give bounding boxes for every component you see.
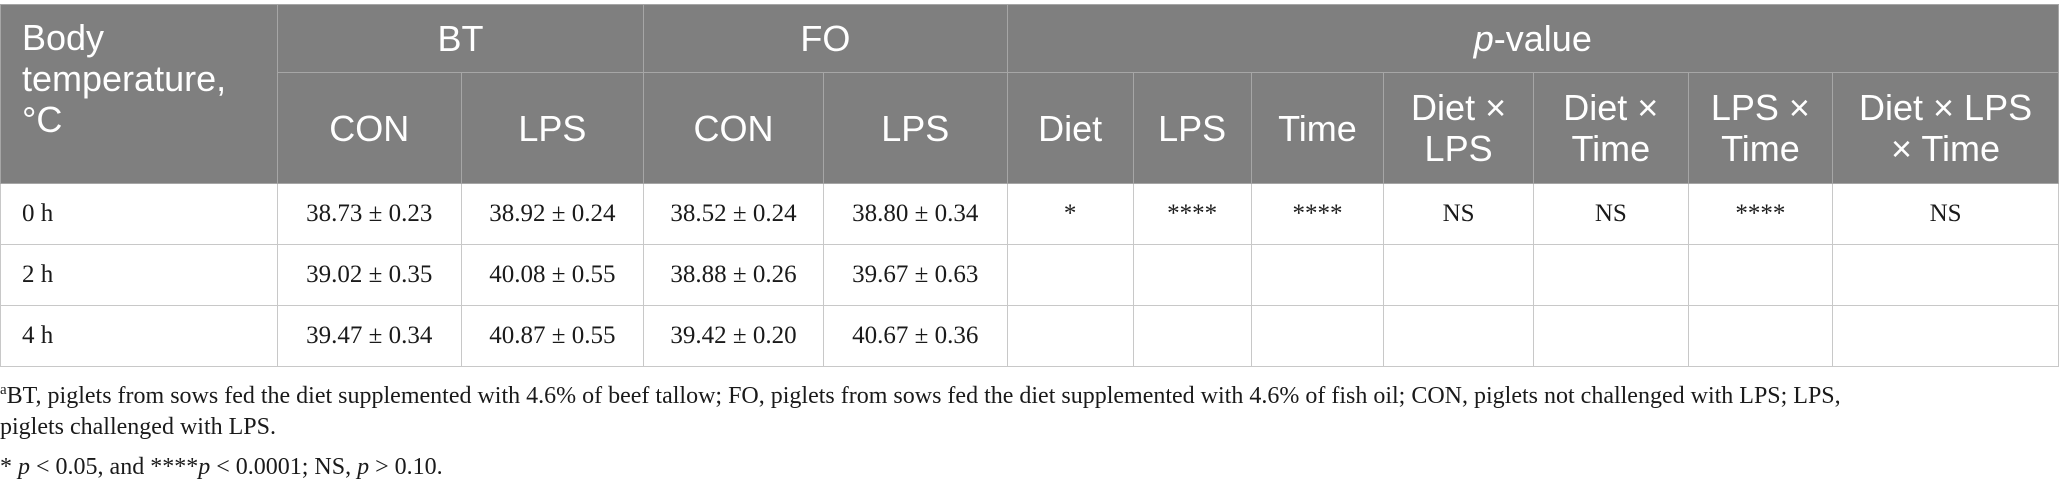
group-header-pvalue: p-value — [1006, 4, 2059, 73]
pvalue-p: p — [1473, 18, 1494, 59]
stub-line-2: temperature, — [22, 58, 227, 99]
col-header-lps-time: LPS × Time — [1687, 72, 1834, 184]
header-row-sub: CON LPS CON LPS Diet LPS Time Diet × LPS… — [1, 72, 2059, 184]
footnote-abbreviations: aBT, piglets from sows fed the diet supp… — [0, 381, 2040, 443]
col-header-diet: Diet — [1006, 72, 1134, 184]
pvalue-rest: -value — [1493, 18, 1592, 59]
cell-diet-time — [1532, 244, 1689, 306]
cell-fo-con: 38.52 ± 0.24 — [643, 183, 824, 245]
footnote-b-p3: p — [357, 454, 370, 480]
col-header-lps: LPS — [1132, 72, 1252, 184]
footnote-significance: * p < 0.05, and ****p < 0.0001; NS, p > … — [0, 452, 2040, 483]
cell-diet-time: NS — [1532, 183, 1689, 245]
footnote-marker-a: a — [0, 382, 7, 398]
cell-lps-time — [1687, 244, 1834, 306]
cell-time — [1250, 244, 1385, 306]
body-temperature-table: Body temperature, °C BT FO p-value CON L… — [0, 4, 2059, 367]
cell-bt-con: 39.47 ± 0.34 — [276, 305, 462, 367]
cell-diet-lps-time — [1832, 305, 2059, 367]
cell-fo-con: 38.88 ± 0.26 — [643, 244, 824, 306]
col-header-diet-lps-time-line-1: Diet × LPS — [1859, 87, 2033, 128]
cell-time: **** — [1250, 183, 1385, 245]
footnote-b-t3: > 0.10. — [369, 454, 443, 480]
col-header-diet-lps-line-2: LPS — [1424, 128, 1493, 169]
cell-diet-lps — [1383, 244, 1534, 306]
stub-line-1: Body — [22, 17, 105, 58]
col-header-bt-con: CON — [276, 72, 462, 184]
cell-fo-con: 39.42 ± 0.20 — [643, 305, 824, 367]
table-body: 0 h 38.73 ± 0.23 38.92 ± 0.24 38.52 ± 0.… — [0, 183, 2059, 367]
col-header-bt-lps: LPS — [460, 72, 645, 184]
table-row: 0 h 38.73 ± 0.23 38.92 ± 0.24 38.52 ± 0.… — [0, 183, 2059, 245]
cell-bt-lps: 40.08 ± 0.55 — [460, 244, 645, 306]
row-label: 2 h — [0, 244, 278, 306]
group-header-bt: BT — [276, 4, 645, 73]
col-header-lps-time-line-2: Time — [1721, 128, 1800, 169]
footnote-a-line-1: BT, piglets from sows fed the diet suppl… — [6, 383, 1841, 409]
cell-lps — [1132, 305, 1252, 367]
cell-lps: **** — [1132, 183, 1252, 245]
footnote-b-t2: < 0.0001; NS, — [210, 454, 358, 480]
footnote-b-star: * — [0, 454, 18, 480]
cell-lps-time: **** — [1687, 183, 1834, 245]
table-header: Body temperature, °C BT FO p-value CON L… — [0, 4, 2059, 184]
col-header-diet-lps-time: Diet × LPS × Time — [1832, 72, 2059, 184]
cell-diet-time — [1532, 305, 1689, 367]
cell-bt-con: 39.02 ± 0.35 — [276, 244, 462, 306]
cell-diet-lps-time: NS — [1832, 183, 2059, 245]
cell-diet — [1006, 305, 1134, 367]
row-label: 0 h — [0, 183, 278, 245]
col-header-diet-time: Diet × Time — [1532, 72, 1689, 184]
col-header-lps-time-line-1: LPS × — [1710, 87, 1810, 128]
cell-diet-lps — [1383, 305, 1534, 367]
cell-bt-con: 38.73 ± 0.23 — [276, 183, 462, 245]
cell-fo-lps: 39.67 ± 0.63 — [822, 244, 1008, 306]
header-row-groups: Body temperature, °C BT FO p-value — [0, 4, 2059, 184]
row-label: 4 h — [0, 305, 278, 367]
cell-diet — [1006, 244, 1134, 306]
table-row: 2 h 39.02 ± 0.35 40.08 ± 0.55 38.88 ± 0.… — [0, 244, 2059, 306]
cell-diet-lps: NS — [1383, 183, 1534, 245]
cell-fo-lps: 40.67 ± 0.36 — [822, 305, 1008, 367]
cell-lps-time — [1687, 305, 1834, 367]
col-header-diet-lps-time-line-2: × Time — [1891, 128, 2001, 169]
cell-lps — [1132, 244, 1252, 306]
footnote-b-p2: p — [198, 454, 211, 480]
col-header-diet-lps-line-1: Diet × — [1411, 87, 1507, 128]
col-header-diet-time-line-2: Time — [1571, 128, 1651, 169]
cell-bt-lps: 38.92 ± 0.24 — [460, 183, 645, 245]
col-header-diet-time-line-1: Diet × — [1563, 87, 1659, 128]
group-header-fo: FO — [643, 4, 1008, 73]
col-header-fo-con: CON — [643, 72, 824, 184]
stub-header: Body temperature, °C — [0, 4, 278, 184]
stub-line-3: °C — [22, 99, 63, 140]
col-header-diet-lps: Diet × LPS — [1383, 72, 1534, 184]
cell-time — [1250, 305, 1385, 367]
cell-fo-lps: 38.80 ± 0.34 — [822, 183, 1008, 245]
col-header-fo-lps: LPS — [822, 72, 1008, 184]
footnote-a-line-2: piglets challenged with LPS. — [0, 414, 276, 440]
cell-bt-lps: 40.87 ± 0.55 — [460, 305, 645, 367]
table-row: 4 h 39.47 ± 0.34 40.87 ± 0.55 39.42 ± 0.… — [0, 305, 2059, 367]
footnote-b-t1: < 0.05, and **** — [30, 454, 199, 480]
footnote-b-p1: p — [18, 454, 30, 480]
cell-diet: * — [1006, 183, 1134, 245]
col-header-time: Time — [1250, 72, 1385, 184]
cell-diet-lps-time — [1832, 244, 2059, 306]
